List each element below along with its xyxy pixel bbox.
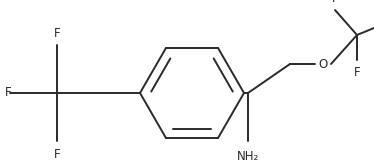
Text: F: F [332, 0, 338, 5]
Text: O: O [318, 57, 328, 70]
Text: F: F [354, 66, 360, 79]
Text: F: F [54, 148, 60, 161]
Text: NH₂: NH₂ [237, 150, 259, 163]
Text: F: F [54, 27, 60, 40]
Text: F: F [5, 86, 12, 99]
